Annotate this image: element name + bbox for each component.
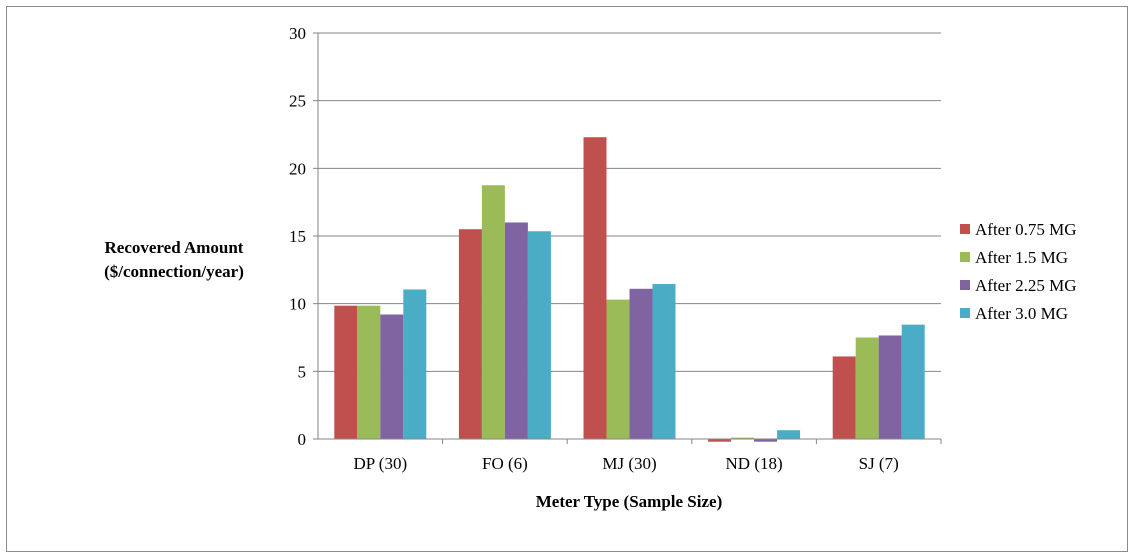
legend-swatch (960, 224, 970, 234)
legend: After 0.75 MG After 1.5 MG After 2.25 MG Af… (960, 220, 1077, 323)
bar (652, 284, 676, 439)
bar (583, 137, 607, 439)
x-axis-title: Meter Type (Sample Size) (536, 492, 723, 511)
bar (403, 289, 427, 439)
bar (731, 437, 755, 439)
bar (855, 337, 879, 439)
x-tick-label: FO (6) (482, 454, 528, 473)
legend-swatch (960, 280, 970, 290)
x-tick-label: MJ (30) (602, 454, 656, 473)
bar (606, 299, 630, 439)
bar (629, 288, 653, 439)
bars (334, 137, 925, 442)
y-tick-label: 30 (289, 24, 306, 43)
y-tick-label: 10 (289, 295, 306, 314)
chart-frame (6, 6, 1128, 552)
bar (878, 335, 902, 439)
legend-label: After 3.0 MG (975, 304, 1068, 323)
legend-label: After 2.25 MG (975, 276, 1077, 295)
y-axis-title-line-1: Recovered Amount (105, 238, 244, 257)
x-tick-labels: DP (30) FO (6) MJ (30) ND (18) SJ (7) (353, 439, 942, 473)
bar (708, 439, 732, 442)
bar (754, 439, 778, 442)
y-tick-label: 0 (298, 430, 307, 449)
bar (504, 222, 528, 439)
bar (481, 185, 505, 439)
y-axis-title-line-2: ($/connection/year) (104, 262, 244, 281)
bar (901, 324, 925, 439)
y-tick-labels: 0 5 10 15 20 25 30 (289, 24, 318, 449)
y-tick-label: 5 (298, 362, 307, 381)
y-tick-label: 25 (289, 92, 306, 111)
bar (832, 356, 856, 439)
x-tick-label: SJ (7) (859, 454, 899, 473)
legend-swatch (960, 252, 970, 262)
bar (357, 305, 381, 439)
bar (777, 430, 801, 439)
x-tick-label: ND (18) (726, 454, 783, 473)
bar (458, 229, 482, 439)
legend-label: After 0.75 MG (975, 220, 1077, 239)
y-tick-label: 20 (289, 159, 306, 178)
bar (527, 231, 551, 439)
bar (380, 314, 404, 439)
legend-label: After 1.5 MG (975, 248, 1068, 267)
bar (334, 305, 358, 439)
y-tick-label: 15 (289, 227, 306, 246)
legend-swatch (960, 308, 970, 318)
x-tick-label: DP (30) (353, 454, 407, 473)
